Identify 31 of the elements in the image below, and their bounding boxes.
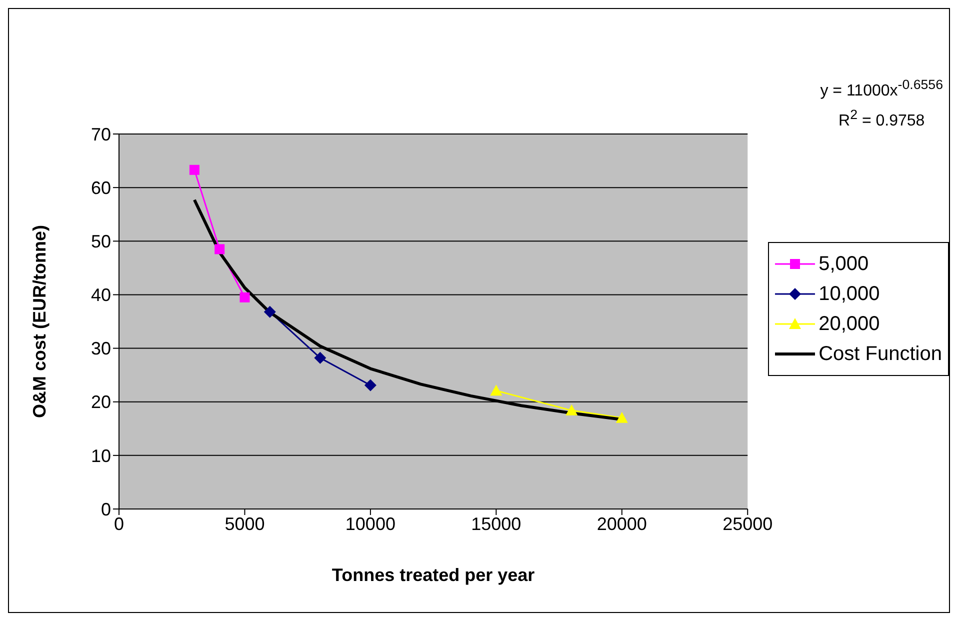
point: [214, 244, 225, 254]
x-tick-label: 25000: [722, 514, 773, 534]
point: [264, 306, 276, 318]
legend-label: 20,000: [818, 312, 880, 336]
x-tick-label: 20000: [596, 514, 647, 534]
legend-label: 5,000: [818, 252, 869, 276]
x-axis-title: Tonnes treated per year: [332, 565, 535, 585]
y-tick-label: 0: [100, 499, 111, 520]
y-tick-label: 30: [90, 338, 111, 359]
y-tick-label: 10: [90, 446, 111, 466]
point: [240, 292, 250, 302]
y-axis-title: O&M cost (EUR/tonne): [29, 225, 50, 418]
y-tick-label: 20: [90, 392, 111, 412]
point: [490, 384, 502, 396]
y-tick-label: 40: [90, 285, 111, 306]
y-tick-label: 70: [90, 124, 111, 144]
y-tick-label: 60: [90, 178, 111, 198]
text: R$^{2}$ = 0.9758: [838, 106, 926, 132]
point: [364, 379, 376, 392]
y-tick-label: 50: [90, 232, 111, 252]
x-tick-label: 15000: [471, 514, 522, 534]
legend-label: 10,000: [818, 282, 880, 306]
text: y = 11000x$^{-0.6556}$: [820, 76, 943, 102]
x-tick-label: 0: [114, 514, 124, 534]
point: [314, 352, 326, 364]
legend-label: Cost Function: [818, 342, 942, 366]
x-tick-label: 5000: [224, 514, 265, 534]
x-tick-label: 10000: [345, 514, 396, 534]
point: [189, 164, 200, 175]
point: [566, 404, 578, 416]
point: [616, 412, 628, 423]
